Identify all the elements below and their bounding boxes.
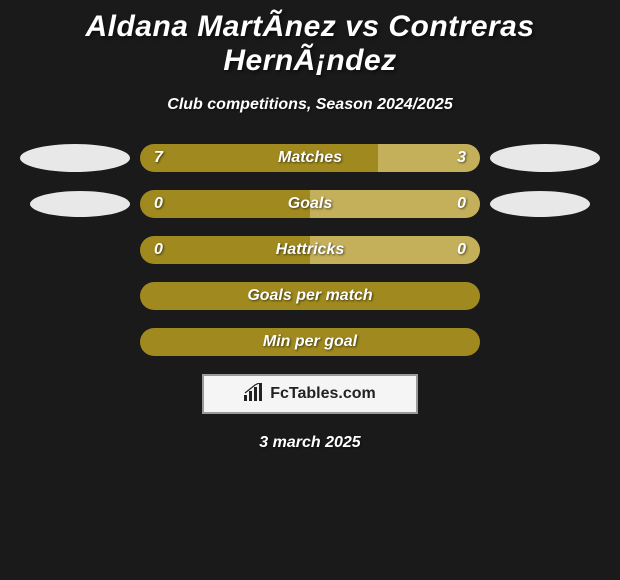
value-left: 0 xyxy=(154,241,163,259)
stat-row-goals-per-match: Goals per match xyxy=(0,282,620,310)
team-right-badge xyxy=(490,236,600,264)
stat-bar-hattricks: 0 0 Hattricks xyxy=(140,236,480,264)
value-right: 0 xyxy=(457,195,466,213)
value-right: 3 xyxy=(457,149,466,167)
value-left: 7 xyxy=(154,149,163,167)
date-label: 3 march 2025 xyxy=(0,434,620,452)
page-title: Aldana MartÃ­nez vs Contreras HernÃ¡ndez xyxy=(0,10,620,78)
stat-label: Min per goal xyxy=(263,333,357,351)
stat-row-hattricks: 0 0 Hattricks xyxy=(0,236,620,264)
stat-rows: 7 3 Matches 0 0 Goals 0 0 Hattricks Goals per mat… xyxy=(0,144,620,356)
team-left-badge xyxy=(20,144,130,172)
stat-bar-min-per-goal: Min per goal xyxy=(140,328,480,356)
stat-bar-goals-per-match: Goals per match xyxy=(140,282,480,310)
stat-label: Goals per match xyxy=(247,287,372,305)
team-left-badge xyxy=(20,282,130,310)
value-left: 0 xyxy=(154,195,163,213)
team-right-badge xyxy=(490,328,600,356)
watermark-label: FcTables.com xyxy=(270,385,376,403)
stat-row-matches: 7 3 Matches xyxy=(0,144,620,172)
stat-label: Matches xyxy=(278,149,342,167)
stat-bar-goals: 0 0 Goals xyxy=(140,190,480,218)
stat-label: Goals xyxy=(288,195,332,213)
chart-icon xyxy=(244,383,264,406)
subtitle: Club competitions, Season 2024/2025 xyxy=(0,96,620,114)
bar-right xyxy=(310,190,480,218)
team-right-badge xyxy=(490,144,600,172)
team-right-badge xyxy=(490,191,590,217)
team-left-badge xyxy=(20,236,130,264)
comparison-widget: Aldana MartÃ­nez vs Contreras HernÃ¡ndez… xyxy=(0,0,620,452)
stat-row-goals: 0 0 Goals xyxy=(0,190,620,218)
stat-label: Hattricks xyxy=(276,241,344,259)
stat-bar-matches: 7 3 Matches xyxy=(140,144,480,172)
team-right-badge xyxy=(490,282,600,310)
team-left-badge xyxy=(30,191,130,217)
value-right: 0 xyxy=(457,241,466,259)
bar-left xyxy=(140,190,310,218)
bar-left xyxy=(140,144,378,172)
stat-row-min-per-goal: Min per goal xyxy=(0,328,620,356)
watermark: FcTables.com xyxy=(202,374,418,414)
team-left-badge xyxy=(20,328,130,356)
